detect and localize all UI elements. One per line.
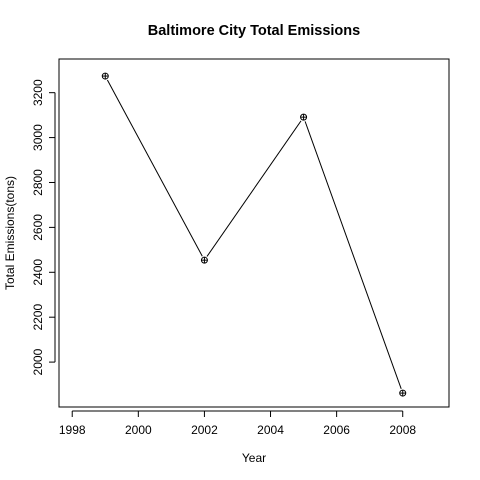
series-total-emissions: [101, 72, 407, 397]
y-tick-label: 2200: [31, 304, 45, 331]
series-line-segment: [106, 79, 203, 257]
plot-area-border: [58, 58, 450, 408]
y-tick-label: 3000: [31, 124, 45, 151]
x-tick-label: 2004: [257, 423, 284, 437]
x-tick-label: 1998: [59, 423, 86, 437]
y-tick-label: 3200: [31, 79, 45, 106]
x-tick-label: 2002: [191, 423, 218, 437]
y-tick-label: 2000: [31, 348, 45, 375]
chart-title: Baltimore City Total Emissions: [148, 23, 360, 39]
series-line-segment: [304, 121, 402, 390]
x-axis: 1998 2000 2002 2004 2006 2008: [59, 410, 416, 437]
data-point: [300, 113, 308, 121]
x-tick-label: 2000: [125, 423, 152, 437]
x-tick-label: 2006: [323, 423, 350, 437]
y-tick-label: 2600: [31, 214, 45, 241]
y-tick-label: 2400: [31, 259, 45, 286]
y-axis-label: Total Emissions(tons): [3, 176, 17, 290]
data-point: [399, 389, 407, 397]
series-line-segment: [206, 120, 302, 257]
y-tick-label: 2800: [31, 169, 45, 196]
x-axis-label: Year: [242, 451, 266, 465]
x-tick-label: 2008: [389, 423, 416, 437]
data-point: [200, 256, 208, 264]
y-axis: 2000 2200 2400 2600 2800 3000 3200: [31, 79, 56, 375]
data-point: [101, 72, 109, 80]
